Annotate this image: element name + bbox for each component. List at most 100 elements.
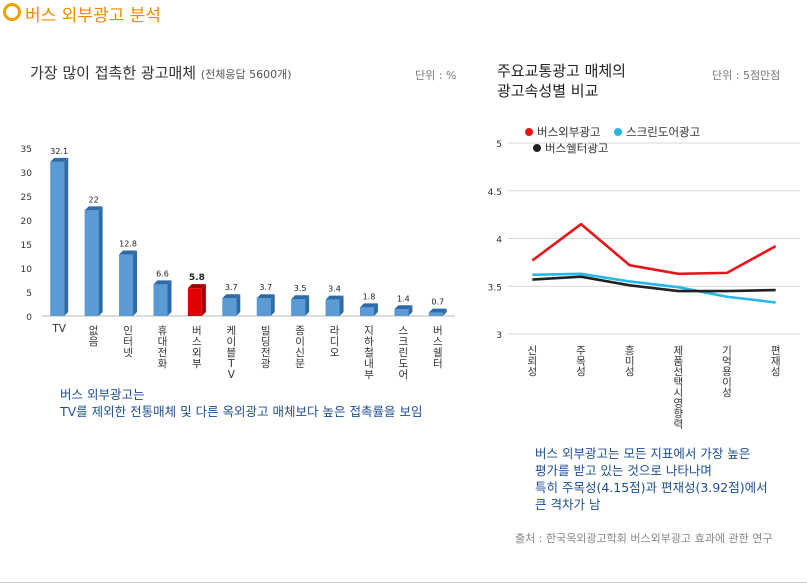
bar-chart-unit: 단위 : % [415, 69, 457, 82]
bar-top [84, 206, 103, 211]
bar-value-label: 6.6 [156, 269, 169, 278]
bar [187, 288, 202, 316]
bar [325, 299, 340, 316]
bar-value-label: 1.4 [397, 294, 410, 303]
bar-value-label: 5.8 [189, 273, 205, 283]
legend-label: 버스외부광고 [537, 125, 601, 139]
bar-chart-note-line: 버스 외부광고는 [60, 387, 145, 402]
bar-side [373, 303, 378, 316]
bar-top [428, 308, 447, 313]
bar [50, 161, 65, 316]
bar [153, 284, 168, 316]
bar-chart-title-text: 가장 많이 접촉한 광고매체 [30, 64, 197, 82]
series-line [532, 275, 776, 293]
bar [394, 309, 409, 316]
y-tick-label: 4 [496, 236, 502, 246]
bar [291, 299, 306, 316]
bottom-divider [0, 582, 807, 583]
source-note: 출처 : 한국옥외광고학회 버스외부광고 효과에 관한 연구 [515, 532, 773, 545]
bar-side [408, 305, 413, 316]
line-chart-title: 주요교통광고 매체의 광고속성별 비교 [497, 61, 697, 101]
bar-side [236, 294, 241, 316]
bar-chart-title-note: (전체응답 5600개) [200, 68, 292, 81]
y-tick-label: 5 [496, 140, 502, 150]
bar-top [325, 295, 344, 300]
bar-side [270, 294, 275, 316]
bar-top [50, 157, 69, 162]
legend-label: 버스쉘터광고 [545, 141, 609, 155]
page-title: 버스 외부광고 분석 [25, 6, 161, 26]
bar-side [167, 280, 172, 316]
bar-top [222, 294, 241, 299]
bar-value-label: 0.7 [431, 298, 444, 307]
y-tick-label: 35 [21, 145, 32, 155]
bar [222, 298, 237, 316]
line-chart-note-line: 큰 격차가 남 [535, 497, 601, 512]
bar-side [201, 284, 206, 316]
line-chart-unit: 단위 : 5점만점 [712, 69, 781, 82]
y-tick-label: 3 [496, 331, 502, 341]
bar-side [133, 250, 138, 316]
legend-label: 스크린도어광고 [626, 125, 701, 139]
bar-side [442, 308, 447, 316]
legend-dot-icon [614, 128, 623, 136]
bar [428, 312, 443, 316]
y-tick-label: 20 [21, 217, 33, 227]
bar [256, 298, 271, 316]
legend-item: 스크린도어광고 [614, 124, 700, 140]
x-tick-label: TV [51, 323, 66, 335]
bar-value-label: 1.8 [363, 292, 376, 301]
y-tick-label: 30 [21, 169, 33, 179]
bar-top [119, 250, 138, 255]
bar-value-label: 3.7 [225, 283, 238, 292]
header-ring-icon [3, 3, 21, 21]
bar-top [187, 284, 206, 289]
y-tick-label: 4.5 [488, 188, 502, 198]
bar-chart-note: 버스 외부광고는 TV를 제외한 전통매체 및 다른 옥외광고 매체보다 높은 … [60, 386, 422, 420]
bar-top [256, 294, 275, 299]
legend-dot-icon [533, 144, 541, 152]
bar-value-label: 3.5 [294, 284, 307, 293]
line-chart-note: 버스 외부광고는 모든 지표에서 가장 높은 평가를 받고 있는 것으로 나타나… [535, 445, 795, 513]
series-line [532, 272, 776, 304]
bar-top [394, 305, 413, 310]
bar-value-label: 22 [89, 195, 99, 204]
line-chart-note-line: 버스 외부광고는 모든 지표에서 가장 높은 [535, 446, 751, 461]
y-tick-label: 0 [26, 313, 32, 323]
line-chart-note-line: 평가를 받고 있는 것으로 나타나며 [535, 463, 712, 478]
bar-chart-note-line: TV를 제외한 전통매체 및 다른 옥외광고 매체보다 높은 접촉률을 보임 [60, 404, 423, 419]
bar-chart: 0 5 10 15 20 25 30 35 32.1 TV 22 없 음 12.8 인 터 넷 6.6 휴 대 전 화 5.… [21, 145, 455, 381]
bar [119, 254, 134, 316]
legend-dot-icon [525, 128, 533, 136]
line-chart-title-line: 광고속성별 비교 [497, 82, 599, 100]
bar-top [291, 295, 310, 300]
y-tick-label: 25 [21, 193, 32, 203]
y-tick-label: 15 [21, 241, 32, 251]
bar-value-label: 32.1 [50, 147, 68, 156]
line-chart: 3 3.5 4 4.5 5 신 뢰 성 주 목 성 흥 미 성 제 품 선 택 시 영 향 력 기 억 용 이 성 편 재 성 [488, 140, 800, 431]
bar-side [64, 157, 69, 316]
bar-side [305, 295, 310, 316]
bar-chart-title: 가장 많이 접촉한 광고매체 (전체응답 5600개) [30, 62, 292, 83]
bar [84, 210, 99, 316]
bar-value-label: 3.4 [328, 285, 341, 294]
y-tick-label: 10 [21, 265, 33, 275]
y-tick-label: 5 [26, 289, 32, 299]
line-chart-legend: 버스외부광고 스크린도어광고 버스쉘터광고 [525, 124, 807, 156]
bar-side [98, 206, 103, 316]
y-tick-label: 3.5 [488, 283, 502, 293]
bar-top [153, 280, 172, 285]
